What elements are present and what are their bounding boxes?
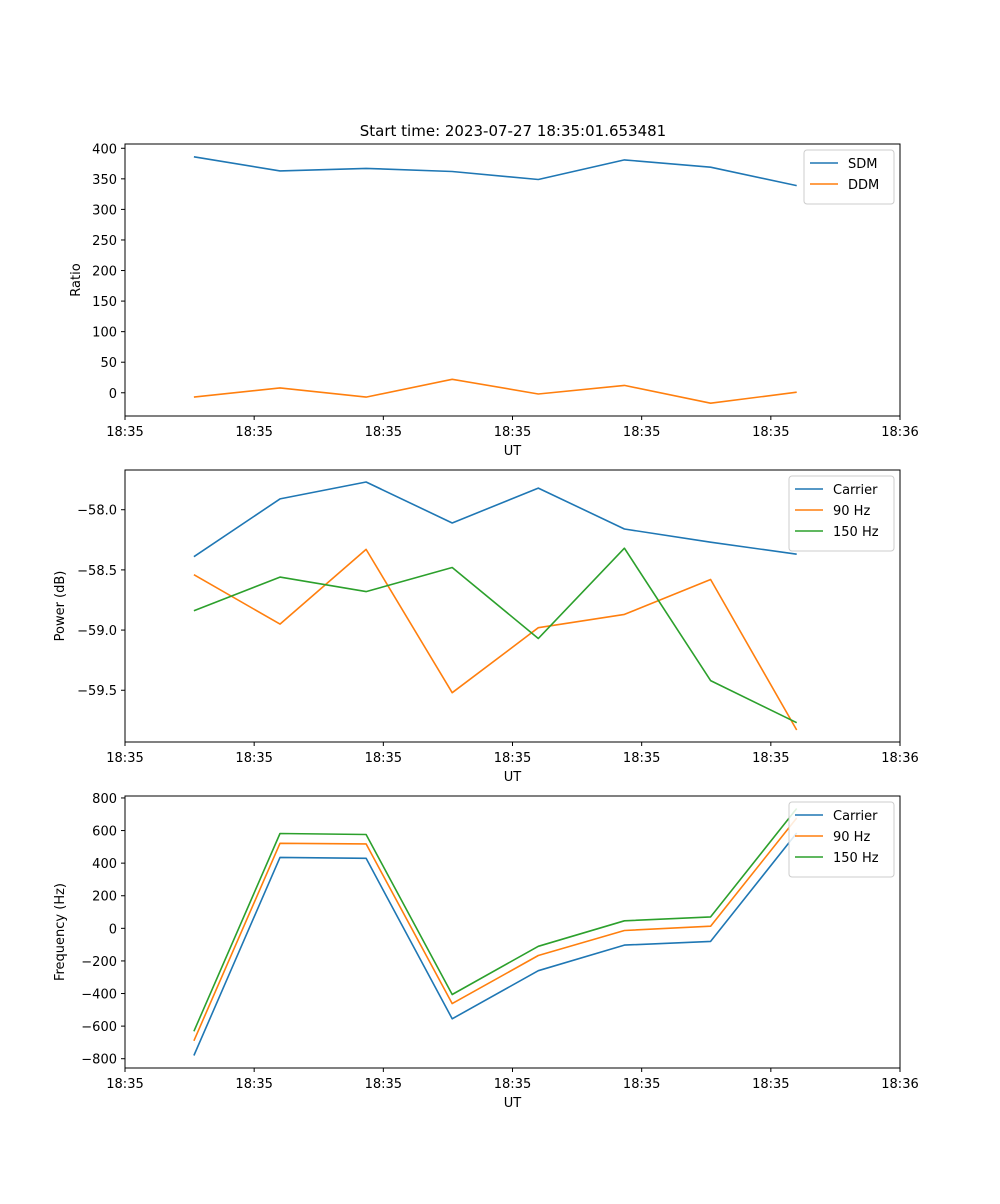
legend-box [788, 475, 895, 552]
x-tick-label: 18:35 [365, 751, 402, 766]
legend: Carrier 90 Hz 150 Hz [788, 801, 895, 878]
x-tick-label: 18:35 [494, 1077, 531, 1092]
series-line-carrier [193, 481, 797, 558]
y-tick-label: 400 [92, 857, 117, 872]
figure-title: Start time: 2023-07-27 18:35:01.653481 [360, 122, 666, 140]
x-tick-label: 18:35 [752, 425, 789, 440]
x-tick-label: 18:35 [106, 751, 143, 766]
x-tick-label: 18:36 [881, 751, 918, 766]
x-tick-label: 18:35 [752, 751, 789, 766]
legend-label: 150 Hz [833, 525, 879, 540]
x-tick-label: 18:35 [235, 1077, 272, 1092]
y-axis-label: Ratio [69, 263, 84, 296]
legend-label: DDM [848, 178, 879, 193]
x-tick-label: 18:35 [623, 1077, 660, 1092]
x-tick-label: 18:35 [752, 1077, 789, 1092]
y-tick-label: −58.5 [77, 564, 117, 579]
x-tick-label: 18:35 [494, 751, 531, 766]
y-tick-label: 150 [92, 295, 117, 310]
series-line-150-hz [193, 808, 798, 1032]
chart-panel-1: 18:35 18:35 18:35 18:35 18:35 18:35 18:36 400 35… [69, 142, 919, 459]
x-tick-label: 18:35 [106, 1077, 143, 1092]
legend-label: Carrier [833, 809, 878, 824]
y-tick-label: 100 [92, 326, 117, 341]
y-tick-label: 200 [92, 265, 117, 280]
y-tick-label: 250 [92, 234, 117, 249]
y-tick-label: 350 [92, 173, 117, 188]
legend-label: 90 Hz [833, 830, 870, 845]
y-tick-label: −200 [81, 955, 117, 970]
x-tick-label: 18:35 [365, 1077, 402, 1092]
x-tick-label: 18:35 [106, 425, 143, 440]
y-axis-label: Power (dB) [53, 571, 68, 642]
legend-box [788, 801, 895, 878]
series-line-90-hz [193, 817, 798, 1042]
y-tick-label: −58.0 [77, 504, 117, 519]
y-tick-label: −59.0 [77, 624, 117, 639]
y-tick-label: 50 [100, 356, 117, 371]
y-axis-label: Frequency (Hz) [53, 883, 68, 981]
x-tick-label: 18:35 [623, 751, 660, 766]
y-tick-label: 400 [92, 142, 117, 157]
x-axis-label: UT [504, 1096, 522, 1111]
chart-panel-3: 18:35 18:35 18:35 18:35 18:35 18:35 18:36 800 60… [53, 792, 919, 1111]
x-tick-label: 18:36 [881, 425, 918, 440]
y-tick-label: 0 [109, 387, 117, 402]
series-line-sdm [193, 156, 797, 187]
y-tick-label: −400 [81, 988, 117, 1003]
y-tick-label: 200 [92, 890, 117, 905]
y-tick-label: −800 [81, 1053, 117, 1068]
x-tick-label: 18:35 [623, 425, 660, 440]
series-line-ddm [193, 378, 797, 405]
x-tick-label: 18:35 [494, 425, 531, 440]
legend: Carrier 90 Hz 150 Hz [788, 475, 895, 552]
y-tick-label: −59.5 [77, 684, 117, 699]
legend-label: 150 Hz [833, 851, 879, 866]
x-tick-label: 18:35 [235, 751, 272, 766]
axes-frame [124, 469, 901, 743]
legend-label: SDM [848, 157, 877, 172]
chart-panel-2: 18:35 18:35 18:35 18:35 18:35 18:35 18:36 −58.0… [53, 469, 919, 785]
legend-label: 90 Hz [833, 504, 870, 519]
x-tick-label: 18:36 [881, 1077, 918, 1092]
y-tick-label: −600 [81, 1020, 117, 1035]
legend-label: Carrier [833, 483, 878, 498]
series-line-carrier [193, 832, 798, 1056]
x-tick-label: 18:35 [235, 425, 272, 440]
series-line-90-hz [193, 548, 798, 731]
x-tick-label: 18:35 [365, 425, 402, 440]
y-tick-label: 800 [92, 792, 117, 807]
y-tick-label: 0 [109, 922, 117, 937]
y-tick-label: 300 [92, 203, 117, 218]
axes-frame [124, 143, 901, 417]
x-axis-label: UT [504, 770, 522, 785]
series-line-150-hz [193, 547, 798, 724]
legend: SDM DDM [803, 149, 895, 205]
y-tick-label: 600 [92, 825, 117, 840]
x-axis-label: UT [504, 444, 522, 459]
